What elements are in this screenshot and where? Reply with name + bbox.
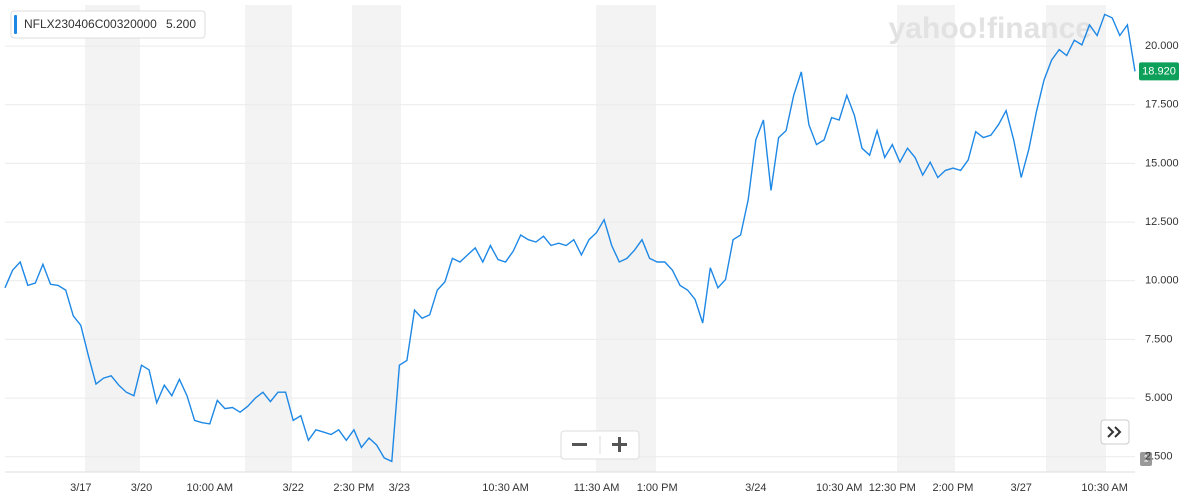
y-tick-label: 10.000	[1145, 275, 1179, 287]
last-price-label: 18.920	[1142, 65, 1176, 77]
logo: yahoo!finance	[889, 12, 1092, 45]
y-tick-label: 20.000	[1145, 40, 1179, 52]
expand-box[interactable]	[1100, 419, 1130, 445]
volume-badge: 1	[1143, 453, 1148, 463]
y-tick-label: 2.500	[1145, 451, 1173, 463]
zoom-out[interactable]	[572, 443, 587, 446]
y-tick-label: 17.500	[1145, 99, 1179, 111]
legend-swatch	[14, 15, 17, 34]
expand-button[interactable]	[1100, 419, 1130, 445]
zoom-in-v[interactable]	[618, 437, 621, 452]
x-tick-label: 10:30 AM	[482, 482, 528, 494]
y-tick-label: 12.500	[1145, 216, 1179, 228]
x-tick-label: 10:30 AM	[816, 482, 862, 494]
y-tick-label: 15.000	[1145, 157, 1179, 169]
x-tick-label: 10:30 AM	[1081, 482, 1127, 494]
x-tick-label: 2:00 PM	[933, 482, 974, 494]
legend: NFLX230406C00320000 5.200	[10, 10, 206, 39]
last-price-box	[1139, 62, 1179, 81]
x-tick-label: 3/24	[745, 482, 766, 494]
x-tick-label: 11:30 AM	[574, 482, 620, 494]
x-tick-label: 3/17	[70, 482, 91, 494]
x-tick-label: 3/20	[131, 482, 152, 494]
price-line	[4, 13, 1136, 463]
zoom-controls[interactable]	[560, 430, 640, 460]
x-tick-label: 1:00 PM	[637, 482, 678, 494]
y-tick-label: 7.500	[1145, 333, 1173, 345]
x-tick-label: 3/22	[282, 482, 303, 494]
y-tick-label: 5.000	[1145, 392, 1173, 404]
legend-symbol: NFLX230406C00320000	[24, 17, 157, 31]
session-bands	[85, 5, 1106, 472]
expand-icon	[1107, 426, 1122, 438]
legend-box	[10, 10, 206, 39]
x-tick-label: 2:30 PM	[333, 482, 374, 494]
x-tick-label: 10:00 AM	[187, 482, 233, 494]
x-tick-label: 3/23	[389, 482, 410, 494]
x-tick-label: 3/27	[1011, 482, 1032, 494]
volume-badge-box	[1140, 452, 1152, 466]
legend-value: 5.200	[166, 17, 196, 31]
x-tick-label: 12:30 PM	[869, 482, 916, 494]
